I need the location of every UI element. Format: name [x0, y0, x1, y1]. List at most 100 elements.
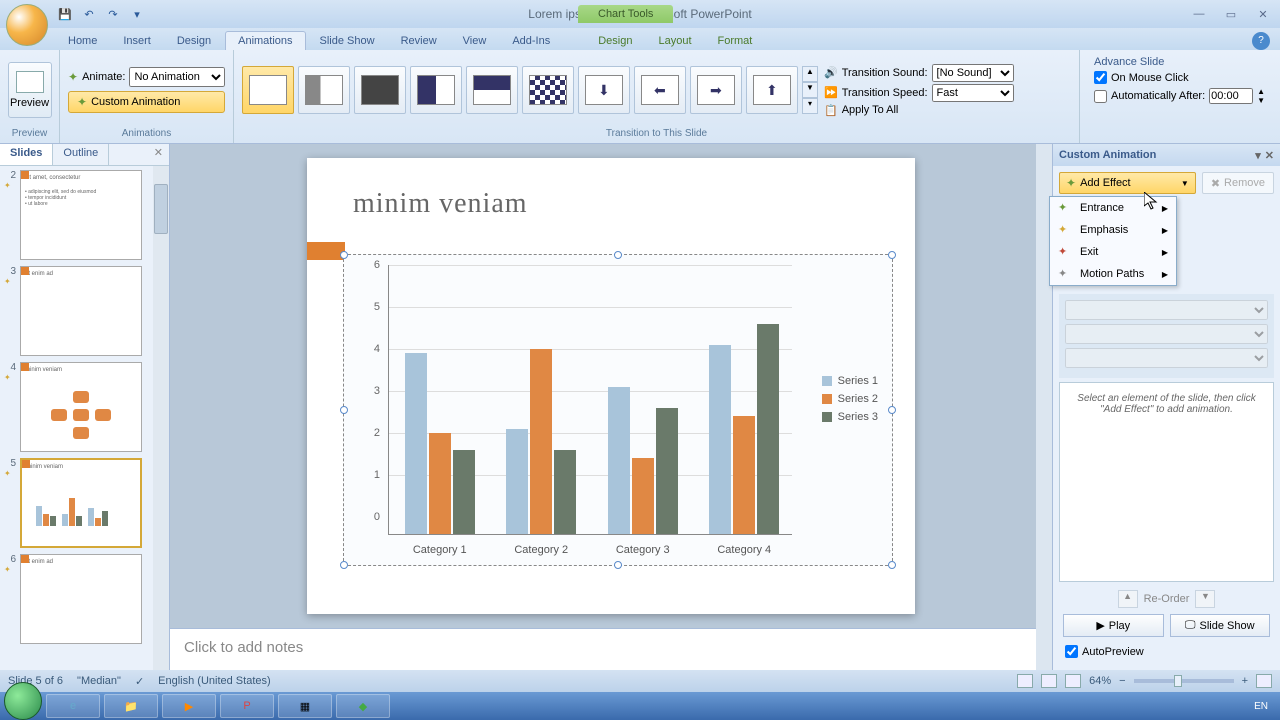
view-slideshow[interactable] [1065, 674, 1081, 688]
gallery-more[interactable]: ▾ [802, 98, 818, 114]
office-button[interactable] [6, 4, 48, 46]
view-sorter[interactable] [1041, 674, 1057, 688]
transition-9[interactable]: ➡ [690, 66, 742, 114]
tab-view[interactable]: View [451, 32, 499, 50]
anim-pane-title: Custom Animation [1059, 149, 1156, 161]
pane-close-icon[interactable]: ✕ [1265, 149, 1274, 162]
task-explorer[interactable]: 📁 [104, 694, 158, 718]
status-theme: "Median" [77, 675, 121, 687]
tab-slideshow[interactable]: Slide Show [308, 32, 387, 50]
maximize-button[interactable]: ▭ [1220, 6, 1242, 22]
play-button[interactable]: ▶Play [1063, 614, 1164, 637]
pane-dropdown-icon[interactable]: ▾ [1255, 149, 1261, 162]
transition-3[interactable] [354, 66, 406, 114]
sound-select[interactable]: [No Sound] [932, 64, 1014, 82]
advance-label: Advance Slide [1094, 56, 1266, 68]
add-effect-button[interactable]: ✦ Add Effect ▼ [1059, 172, 1196, 194]
sound-label: Transition Sound: [842, 67, 928, 79]
start-button[interactable] [4, 682, 42, 720]
tab-review[interactable]: Review [389, 32, 449, 50]
menu-emphasis[interactable]: ✦Emphasis▶ [1050, 219, 1176, 241]
undo-icon[interactable]: ↶ [80, 5, 98, 23]
slides-tab[interactable]: Slides [0, 144, 53, 165]
modify-start[interactable] [1065, 300, 1268, 320]
custom-animation-pane: Custom Animation ▾ ✕ ✦ Add Effect ▼ ✖ Rem… [1052, 144, 1280, 670]
transition-6[interactable] [522, 66, 574, 114]
auto-time-input[interactable] [1209, 88, 1253, 104]
reorder-up[interactable]: ▲ [1118, 590, 1138, 608]
slide-thumb-5[interactable]: minim veniam [20, 458, 142, 548]
tab-addins[interactable]: Add-Ins [500, 32, 562, 50]
tab-insert[interactable]: Insert [111, 32, 163, 50]
fit-window[interactable] [1256, 674, 1272, 688]
transition-7[interactable]: ⬇ [578, 66, 630, 114]
help-icon[interactable]: ? [1252, 32, 1270, 50]
zoom-in[interactable]: + [1242, 675, 1248, 687]
gallery-up[interactable]: ▲ [802, 66, 818, 82]
ribbon-tabs: Home Insert Design Animations Slide Show… [0, 28, 1280, 50]
speed-select[interactable]: Fast [932, 84, 1014, 102]
menu-motion-paths[interactable]: ✦Motion Paths▶ [1050, 263, 1176, 285]
slideshow-button[interactable]: 🖵Slide Show [1170, 614, 1271, 637]
animate-select[interactable]: No Animation [129, 67, 225, 87]
transition-none[interactable] [242, 66, 294, 114]
apply-all-button[interactable]: Apply To All [842, 104, 899, 116]
slides-scrollbar[interactable] [153, 166, 169, 670]
zoom-slider[interactable] [1134, 679, 1234, 683]
view-normal[interactable] [1017, 674, 1033, 688]
slide-thumb-4[interactable]: minim veniam [20, 362, 142, 452]
chart-object[interactable]: 0123456 Category 1Category 2Category 3Ca… [343, 254, 893, 566]
notes-pane[interactable]: Click to add notes [170, 628, 1052, 670]
chart-tools-label: Chart Tools [578, 5, 673, 23]
slide-thumb-3[interactable]: ut enim ad [20, 266, 142, 356]
spellcheck-icon[interactable]: ✓ [135, 675, 144, 688]
transition-4[interactable] [410, 66, 462, 114]
redo-icon[interactable]: ↷ [104, 5, 122, 23]
zoom-out[interactable]: − [1119, 675, 1125, 687]
slide-thumb-6[interactable]: ut enim ad [20, 554, 142, 644]
transition-8[interactable]: ⬅ [634, 66, 686, 114]
group-animations: Animations [68, 126, 225, 141]
tab-chart-format[interactable]: Format [706, 32, 765, 50]
group-transition: Transition to This Slide [242, 126, 1071, 141]
zoom-value: 64% [1089, 675, 1111, 687]
modify-speed[interactable] [1065, 348, 1268, 368]
tab-chart-design[interactable]: Design [586, 32, 644, 50]
tab-chart-layout[interactable]: Layout [646, 32, 703, 50]
task-media[interactable]: ▶ [162, 694, 216, 718]
outline-tab[interactable]: Outline [53, 144, 109, 165]
remove-effect-button[interactable]: ✖ Remove [1202, 172, 1274, 194]
slide-thumb-2[interactable]: sit amet, consectetur• adipiscing elit, … [20, 170, 142, 260]
task-ie[interactable]: e [46, 694, 100, 718]
task-powerpoint[interactable]: P [220, 694, 274, 718]
tab-design[interactable]: Design [165, 32, 223, 50]
qat-more-icon[interactable]: ▾ [128, 5, 146, 23]
transition-5[interactable] [466, 66, 518, 114]
panel-close-icon[interactable]: ✕ [148, 144, 169, 165]
auto-after-checkbox[interactable] [1094, 90, 1107, 103]
tab-home[interactable]: Home [56, 32, 109, 50]
gallery-down[interactable]: ▼ [802, 82, 818, 98]
custom-animation-button[interactable]: ✦ Custom Animation [68, 91, 225, 113]
slide-canvas[interactable]: minim veniam 0123456 Category 1Category … [307, 158, 915, 614]
save-icon[interactable]: 💾 [56, 5, 74, 23]
slide-accent [307, 242, 345, 260]
transition-10[interactable]: ⬆ [746, 66, 798, 114]
on-click-checkbox[interactable] [1094, 71, 1107, 84]
animation-list: Select an element of the slide, then cli… [1059, 382, 1274, 582]
close-button[interactable]: ✕ [1252, 6, 1274, 22]
status-lang[interactable]: English (United States) [158, 675, 271, 687]
autopreview-checkbox[interactable] [1065, 645, 1078, 658]
minimize-button[interactable]: — [1188, 6, 1210, 22]
reorder-down[interactable]: ▼ [1195, 590, 1215, 608]
taskbar-lang[interactable]: EN [1246, 701, 1276, 712]
menu-exit[interactable]: ✦Exit▶ [1050, 241, 1176, 263]
animate-icon: ✦ [68, 70, 78, 84]
modify-property[interactable] [1065, 324, 1268, 344]
slide-title[interactable]: minim veniam [353, 188, 528, 220]
task-app2[interactable]: ◆ [336, 694, 390, 718]
transition-2[interactable] [298, 66, 350, 114]
preview-button[interactable]: Preview [8, 62, 52, 118]
tab-animations[interactable]: Animations [225, 31, 305, 50]
task-app[interactable]: ▦ [278, 694, 332, 718]
